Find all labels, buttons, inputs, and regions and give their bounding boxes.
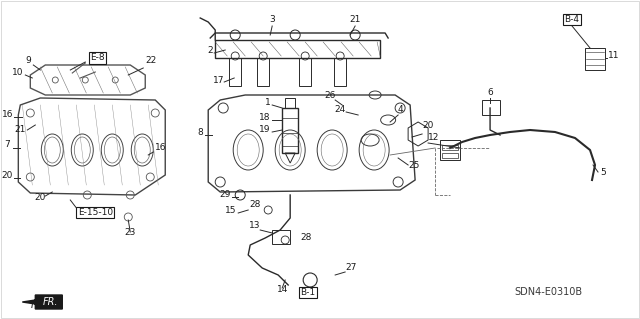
Bar: [257, 58, 269, 86]
Text: 20: 20: [35, 193, 46, 202]
Text: 14: 14: [276, 285, 288, 294]
Bar: [334, 58, 346, 86]
Text: 23: 23: [125, 228, 136, 237]
Bar: [440, 140, 460, 160]
Bar: [299, 58, 311, 86]
Text: FR.: FR.: [31, 300, 46, 310]
Text: 24: 24: [335, 105, 346, 114]
Text: 20: 20: [2, 171, 13, 180]
Text: 28: 28: [250, 200, 261, 209]
Text: FR.: FR.: [42, 297, 58, 307]
Text: 21: 21: [15, 125, 26, 134]
Text: 7: 7: [4, 140, 10, 149]
Text: 16: 16: [1, 110, 13, 119]
Text: 11: 11: [608, 51, 620, 60]
Text: 28: 28: [300, 233, 312, 242]
Text: 21: 21: [349, 15, 361, 24]
Text: 16: 16: [156, 143, 167, 152]
Bar: [442, 145, 458, 150]
Text: 13: 13: [250, 221, 261, 230]
Text: E-15-10: E-15-10: [77, 208, 113, 217]
Bar: [442, 153, 458, 158]
Text: 17: 17: [212, 76, 224, 85]
Text: E-8: E-8: [90, 54, 104, 63]
Text: 12: 12: [428, 133, 440, 142]
Bar: [482, 100, 500, 115]
Text: B-4: B-4: [564, 15, 580, 24]
Text: 18: 18: [259, 113, 271, 122]
Bar: [215, 40, 380, 58]
Text: 1: 1: [266, 98, 271, 107]
Text: B-1: B-1: [301, 288, 316, 297]
Text: 25: 25: [408, 161, 419, 170]
Bar: [585, 48, 605, 70]
Text: 15: 15: [225, 206, 236, 215]
Polygon shape: [22, 295, 62, 309]
Text: 26: 26: [324, 91, 336, 100]
Text: 29: 29: [220, 190, 231, 199]
Text: 10: 10: [12, 68, 23, 77]
Text: 8: 8: [197, 128, 203, 137]
Text: SDN4-E0310B: SDN4-E0310B: [514, 287, 582, 297]
Bar: [272, 230, 290, 244]
Text: 27: 27: [345, 263, 356, 272]
Bar: [285, 98, 295, 108]
Bar: [229, 58, 241, 86]
Text: 3: 3: [269, 15, 275, 24]
Text: 22: 22: [145, 56, 157, 65]
Text: 5: 5: [600, 168, 606, 177]
Text: 9: 9: [26, 56, 31, 65]
Text: 20: 20: [422, 121, 433, 130]
Text: 19: 19: [259, 125, 271, 134]
Bar: [282, 108, 298, 153]
Text: 2: 2: [207, 46, 213, 55]
Text: 4: 4: [397, 105, 403, 114]
Text: 6: 6: [487, 88, 493, 97]
